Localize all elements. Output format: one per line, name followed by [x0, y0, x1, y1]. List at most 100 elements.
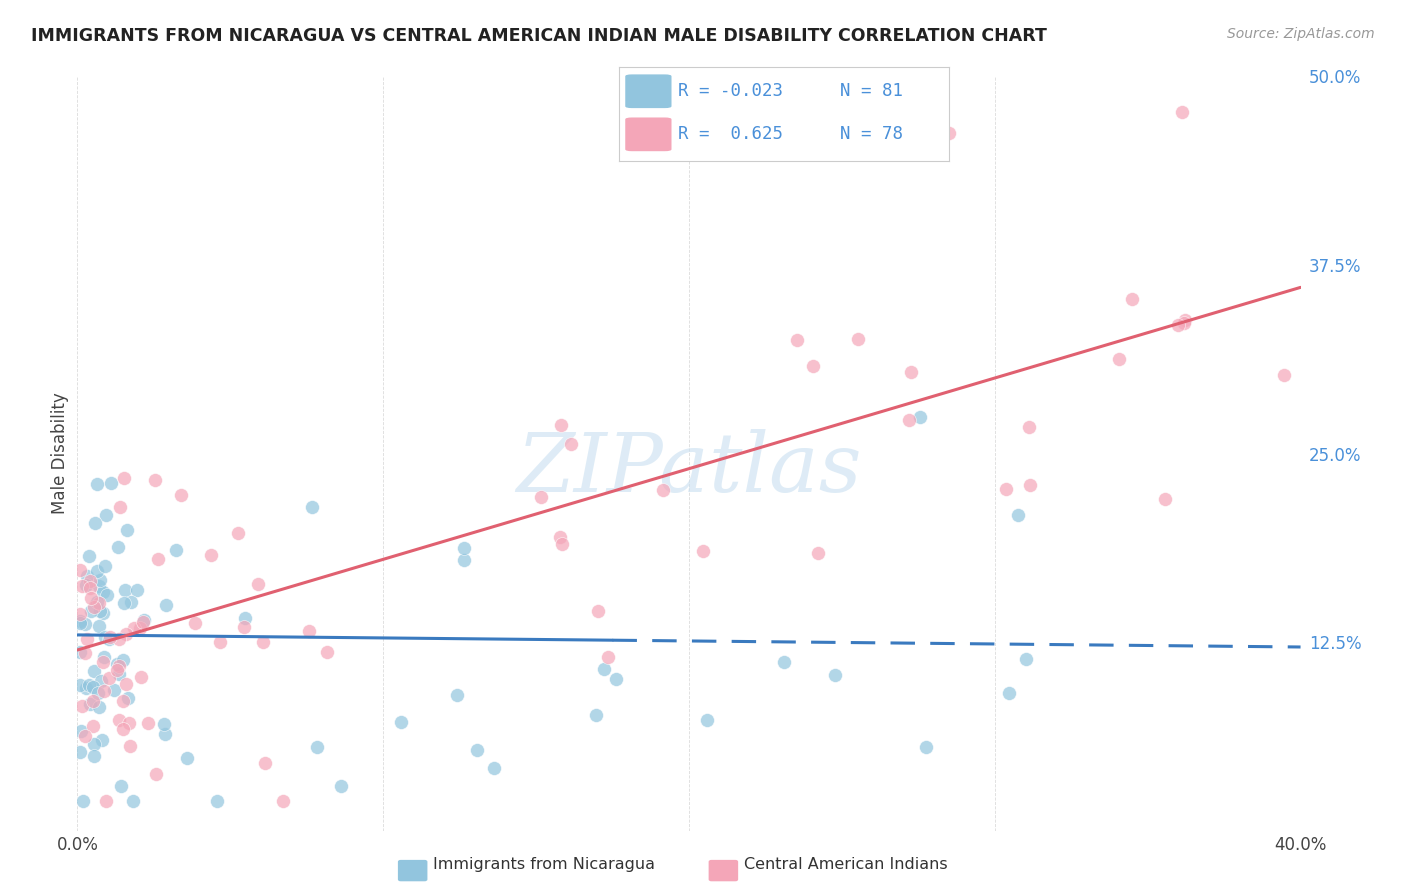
Point: [90, 674, 112, 689]
Point: [86, 595, 108, 609]
Text: ZIPatlas: ZIPatlas: [516, 429, 862, 508]
Y-axis label: Male Disability: Male Disability: [51, 392, 69, 515]
Point: [86, 564, 108, 578]
Point: [103, 682, 125, 697]
Point: [1174, 313, 1197, 327]
Point: [170, 488, 193, 502]
Point: [155, 598, 177, 612]
Point: [93, 650, 115, 665]
Point: [91, 655, 114, 669]
Point: [132, 613, 155, 627]
Point: [548, 530, 571, 544]
Point: [75, 577, 97, 591]
Point: [100, 476, 122, 491]
Point: [94, 508, 117, 522]
Point: [228, 526, 250, 541]
Point: [998, 686, 1021, 700]
Point: [77, 549, 100, 563]
Point: [112, 471, 135, 485]
Point: [89, 573, 111, 587]
Point: [146, 552, 169, 566]
Point: [773, 655, 796, 669]
Text: R =  0.625: R = 0.625: [678, 126, 783, 144]
Point: [1018, 419, 1040, 434]
Point: [125, 583, 148, 598]
Point: [246, 577, 269, 591]
Point: [129, 621, 152, 635]
Point: [112, 596, 135, 610]
Point: [77, 678, 100, 692]
Point: [107, 540, 129, 554]
Point: [165, 543, 187, 558]
Text: Immigrants from Nicaragua: Immigrants from Nicaragua: [433, 857, 655, 872]
Point: [453, 553, 475, 567]
Point: [652, 483, 675, 497]
Point: [91, 733, 114, 747]
Point: [76, 569, 98, 583]
Point: [93, 630, 115, 644]
Point: [467, 743, 489, 757]
Point: [83, 665, 105, 679]
Point: [79, 574, 101, 588]
Point: [155, 727, 177, 741]
Point: [98, 630, 121, 644]
Point: [105, 657, 128, 672]
Point: [482, 761, 505, 775]
Point: [271, 794, 294, 808]
Point: [82, 694, 104, 708]
Point: [1015, 652, 1038, 666]
Point: [110, 779, 132, 793]
Point: [69, 615, 91, 629]
Point: [298, 624, 321, 638]
Point: [83, 599, 105, 614]
Point: [73, 729, 96, 743]
Point: [86, 476, 108, 491]
Point: [200, 549, 222, 563]
Point: [69, 563, 91, 577]
Point: [254, 756, 277, 771]
Point: [79, 697, 101, 711]
Point: [1167, 318, 1189, 332]
Point: [97, 632, 120, 647]
FancyBboxPatch shape: [626, 74, 672, 108]
Point: [586, 604, 609, 618]
Point: [70, 723, 93, 738]
Point: [120, 595, 142, 609]
Point: [89, 595, 111, 609]
Point: [84, 516, 107, 531]
Point: [117, 691, 139, 706]
Point: [69, 607, 91, 622]
Text: N = 81: N = 81: [839, 82, 903, 100]
Point: [596, 650, 619, 665]
Point: [96, 589, 118, 603]
Point: [87, 686, 110, 700]
Point: [143, 474, 166, 488]
Point: [82, 718, 104, 732]
Point: [124, 621, 146, 635]
Point: [73, 647, 96, 661]
Text: Central American Indians: Central American Indians: [744, 857, 948, 872]
Point: [692, 544, 714, 558]
Point: [111, 722, 134, 736]
Point: [696, 713, 718, 727]
FancyBboxPatch shape: [626, 118, 672, 152]
Point: [301, 500, 323, 514]
Point: [252, 635, 274, 649]
Point: [79, 581, 101, 595]
Point: [72, 579, 94, 593]
Point: [117, 716, 139, 731]
Point: [915, 739, 938, 754]
Point: [1007, 508, 1029, 523]
Point: [87, 579, 110, 593]
Point: [807, 546, 830, 560]
Point: [89, 700, 111, 714]
Point: [91, 606, 114, 620]
Point: [69, 678, 91, 692]
Point: [1108, 352, 1130, 367]
Point: [114, 677, 136, 691]
Point: [1153, 491, 1175, 506]
Text: IMMIGRANTS FROM NICARAGUA VS CENTRAL AMERICAN INDIAN MALE DISABILITY CORRELATION: IMMIGRANTS FROM NICARAGUA VS CENTRAL AME…: [31, 27, 1047, 45]
Point: [122, 794, 145, 808]
Point: [233, 611, 256, 625]
Point: [560, 436, 582, 450]
